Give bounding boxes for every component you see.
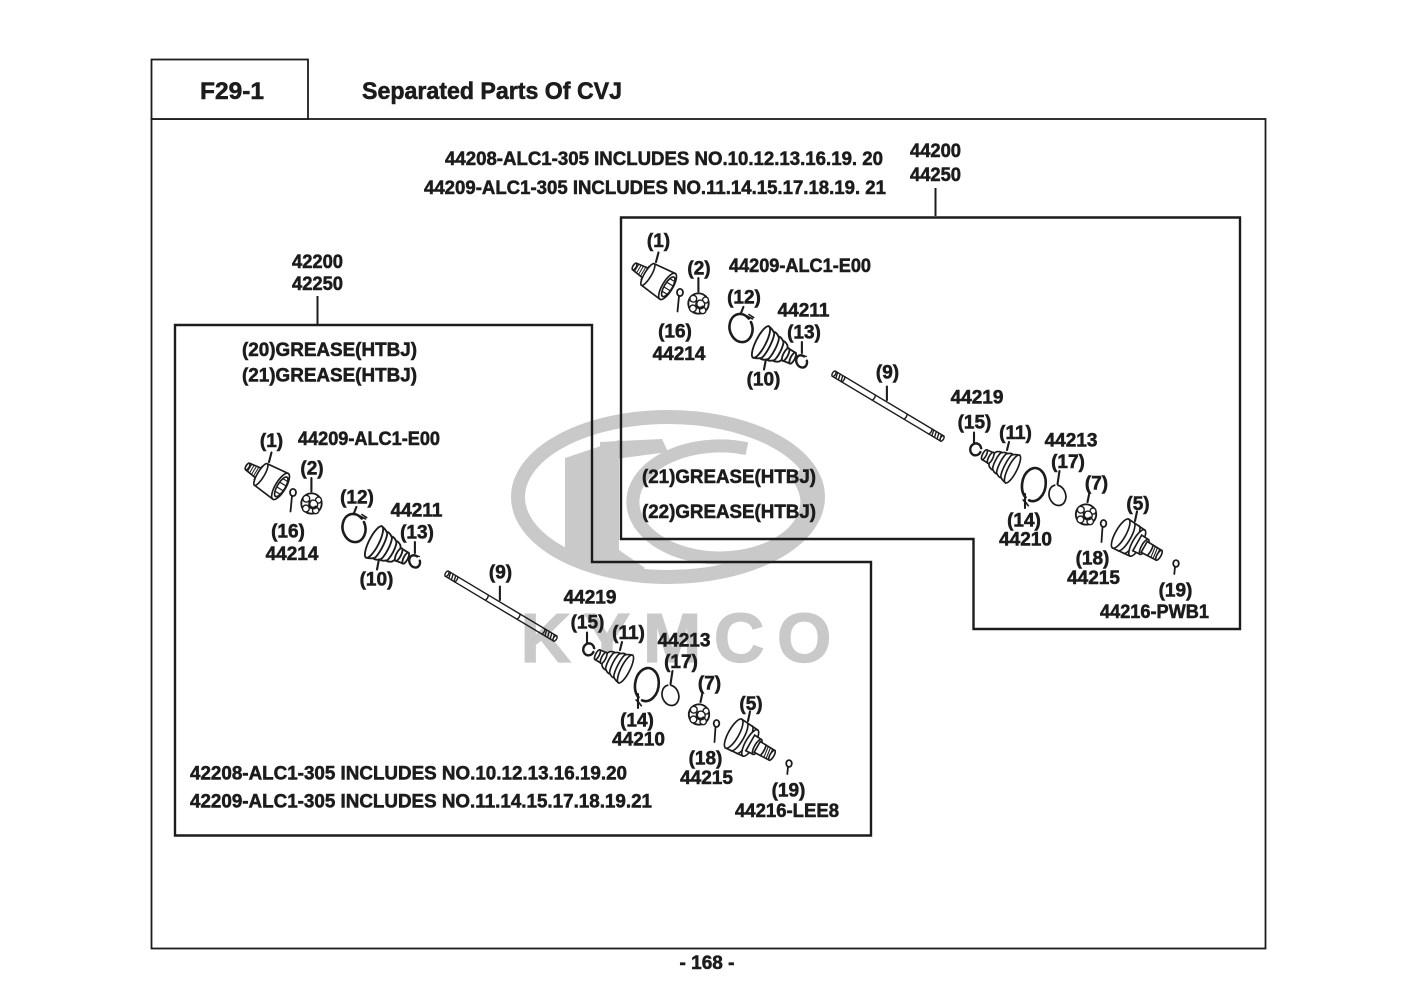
svg-text:44200: 44200 bbox=[910, 141, 961, 162]
svg-text:44209-ALC1-E00: 44209-ALC1-E00 bbox=[729, 256, 871, 277]
svg-text:(21)GREASE(HTBJ): (21)GREASE(HTBJ) bbox=[642, 467, 816, 488]
svg-text:- 168 -: - 168 - bbox=[680, 953, 735, 974]
svg-text:(22)GREASE(HTBJ): (22)GREASE(HTBJ) bbox=[642, 502, 816, 523]
svg-text:F29-1: F29-1 bbox=[200, 78, 264, 105]
svg-text:(20)GREASE(HTBJ): (20)GREASE(HTBJ) bbox=[242, 340, 417, 361]
svg-text:44209-ALC1-E00: 44209-ALC1-E00 bbox=[298, 429, 440, 450]
svg-text:42250: 42250 bbox=[292, 274, 343, 295]
svg-text:44250: 44250 bbox=[910, 165, 961, 186]
svg-text:42208-ALC1-305 INCLUDES NO.10.: 42208-ALC1-305 INCLUDES NO.10.12.13.16.1… bbox=[190, 764, 627, 785]
svg-text:Separated Parts Of CVJ: Separated Parts Of CVJ bbox=[362, 78, 622, 105]
svg-text:(21)GREASE(HTBJ): (21)GREASE(HTBJ) bbox=[242, 366, 417, 387]
svg-text:44216-LEE8: 44216-LEE8 bbox=[735, 801, 839, 822]
svg-text:44209-ALC1-305 INCLUDES NO.11.: 44209-ALC1-305 INCLUDES NO.11.14.15.17.1… bbox=[424, 178, 886, 199]
svg-text:44208-ALC1-305 INCLUDES NO.10.: 44208-ALC1-305 INCLUDES NO.10.12.13.16.1… bbox=[445, 149, 883, 170]
svg-text:42200: 42200 bbox=[292, 252, 343, 273]
svg-text:44216-PWB1: 44216-PWB1 bbox=[1100, 602, 1209, 623]
svg-text:42209-ALC1-305 INCLUDES NO.11.: 42209-ALC1-305 INCLUDES NO.11.14.15.17.1… bbox=[190, 792, 652, 813]
